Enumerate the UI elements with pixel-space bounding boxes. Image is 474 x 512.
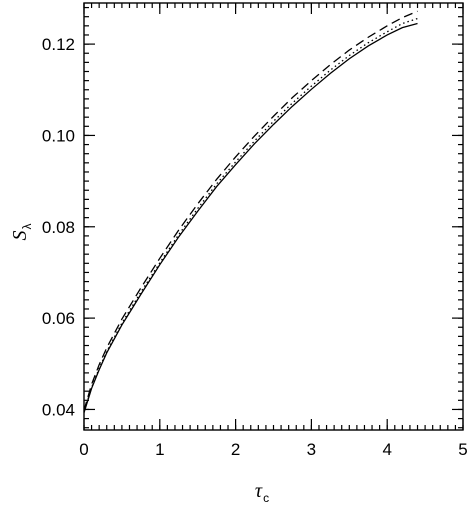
series-line-dotted: [83, 17, 418, 412]
minor-ticks: [83, 3, 464, 430]
x-tick-label: 1: [155, 440, 164, 459]
series-line-dashed: [83, 10, 418, 411]
x-tick-label: 5: [458, 440, 467, 459]
x-axis-label: τc: [255, 480, 269, 505]
x-axis-label-main: τ: [255, 480, 263, 502]
x-tick-label: 4: [382, 440, 391, 459]
series-layer: [83, 10, 418, 413]
y-tick-label: 0.10: [42, 126, 75, 145]
y-tick-label: 0.06: [42, 309, 75, 328]
major-ticks: [83, 3, 464, 430]
x-axis-label-subscript: c: [263, 491, 269, 505]
y-axis-label-main: S: [9, 231, 31, 241]
x-tick-label: 3: [307, 440, 316, 459]
y-tick-label: 0.08: [42, 218, 75, 237]
y-tick-label: 0.12: [42, 35, 75, 54]
y-axis-label-subscript: λ: [20, 224, 34, 230]
y-tick-labels: 0.04 0.06 0.08 0.10 0.12: [42, 35, 75, 419]
y-axis-label: Sλ: [9, 224, 34, 241]
y-tick-label: 0.04: [42, 400, 75, 419]
plot-frame: [83, 2, 464, 431]
x-tick-label: 0: [79, 440, 88, 459]
x-tick-labels: 0 1 2 3 4 5: [79, 440, 467, 459]
series-line-solid: [83, 22, 418, 413]
x-tick-label: 2: [231, 440, 240, 459]
